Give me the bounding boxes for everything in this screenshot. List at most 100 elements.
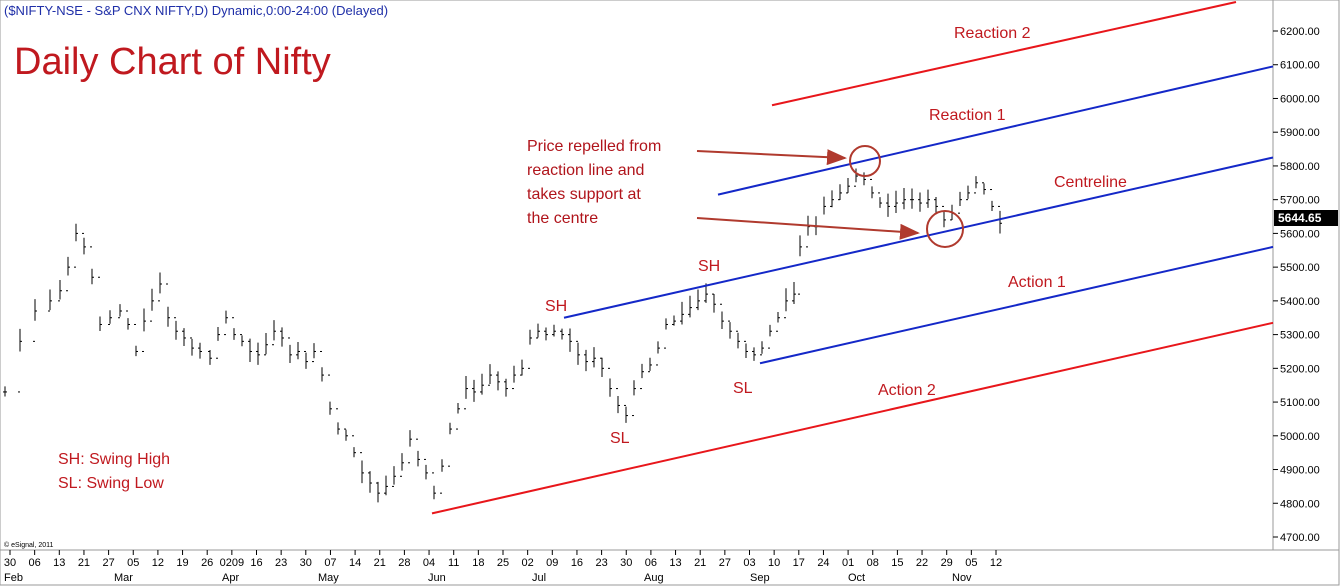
legend-swing-low: SL: Swing Low <box>58 475 164 492</box>
arrow-to-reaction-touch <box>696 149 847 166</box>
x-tick-label: 05 <box>127 557 139 569</box>
month-label: Aug <box>644 572 664 584</box>
x-tick-label: 21 <box>78 557 90 569</box>
x-tick-label: 07 <box>324 557 336 569</box>
y-tick-label: 4900.00 <box>1280 465 1320 477</box>
x-tick-label: 18 <box>472 557 484 569</box>
y-tick-label: 5000.00 <box>1280 431 1320 443</box>
note-line-3: takes support at <box>527 186 641 203</box>
highlight-circle-reaction <box>849 145 881 177</box>
x-tick-label: 04 <box>423 557 435 569</box>
x-tick-label: 16 <box>571 557 583 569</box>
y-tick-label: 5600.00 <box>1280 228 1320 240</box>
label-sl-2: SL <box>733 380 753 397</box>
highlight-circle-centre <box>926 210 964 248</box>
x-tick-label: 25 <box>497 557 509 569</box>
x-tick-label: 06 <box>645 557 657 569</box>
y-tick-label: 5500.00 <box>1280 262 1320 274</box>
x-tick-label: 28 <box>398 557 410 569</box>
last-price-tag <box>1274 210 1338 226</box>
date-axis: 30 06 13 21 27 05 12 19 26 0209 16 23 30 07 14 21 28 04 11… <box>4 550 1002 584</box>
label-action-1: Action 1 <box>1008 274 1066 291</box>
month-label: Mar <box>114 572 133 584</box>
y-tick-label: 5100.00 <box>1280 397 1320 409</box>
month-label: Jun <box>428 572 446 584</box>
x-tick-label: 12 <box>990 557 1002 569</box>
y-tick-label: 5800.00 <box>1280 161 1320 173</box>
x-tick-label: 13 <box>53 557 65 569</box>
x-tick-label: 29 <box>941 557 953 569</box>
x-tick-label: 19 <box>176 557 188 569</box>
x-tick-label: 27 <box>102 557 114 569</box>
x-tick-label: 30 <box>300 557 312 569</box>
month-label: Jul <box>532 572 546 584</box>
x-tick-label: 27 <box>719 557 731 569</box>
y-tick-label: 6200.00 <box>1280 26 1320 38</box>
x-tick-label: 14 <box>349 557 361 569</box>
x-tick-label: 06 <box>29 557 41 569</box>
y-tick-label: 4800.00 <box>1280 498 1320 510</box>
month-label: Feb <box>4 572 23 584</box>
price-axis-panel <box>1272 0 1340 551</box>
label-reaction-2: Reaction 2 <box>954 25 1031 42</box>
copyright: © eSignal, 2011 <box>4 541 54 549</box>
y-tick-label: 6000.00 <box>1280 93 1320 105</box>
trend-line-reaction-1 <box>717 65 1274 196</box>
label-action-2: Action 2 <box>878 382 936 399</box>
symbol-header: ($NIFTY-NSE - S&P CNX NIFTY,D) Dynamic,0… <box>4 3 388 18</box>
arrow-to-centre-support <box>696 217 920 240</box>
price-bars <box>3 168 1002 503</box>
x-tick-label: 30 <box>4 557 16 569</box>
chart-title: Daily Chart of Nifty <box>14 41 331 83</box>
x-tick-label: 02 <box>522 557 534 569</box>
month-label: May <box>318 572 339 584</box>
price-axis: 4700.00 4800.00 4900.00 5000.00 5100.00 5200.… <box>1273 26 1320 544</box>
x-tick-label: 22 <box>916 557 928 569</box>
x-tick-label: 30 <box>620 557 632 569</box>
label-sl-1: SL <box>610 430 630 447</box>
x-tick-label: 23 <box>595 557 607 569</box>
x-tick-label: 09 <box>546 557 558 569</box>
month-label: Nov <box>952 572 972 584</box>
trend-lines <box>431 1 1274 515</box>
y-tick-label: 5200.00 <box>1280 363 1320 375</box>
x-tick-label: 15 <box>891 557 903 569</box>
date-axis-panel <box>0 549 1340 586</box>
x-tick-label: 05 <box>965 557 977 569</box>
y-tick-label: 4700.00 <box>1280 532 1320 544</box>
x-tick-label: 12 <box>152 557 164 569</box>
label-sh-2: SH <box>698 258 720 275</box>
x-tick-label: 21 <box>694 557 706 569</box>
month-label: Sep <box>750 572 770 584</box>
note-line-2: reaction line and <box>527 162 644 179</box>
x-tick-label: 0209 <box>220 557 244 569</box>
x-tick-label: 21 <box>374 557 386 569</box>
x-tick-label: 17 <box>793 557 805 569</box>
trend-line-reaction-2 <box>771 1 1237 107</box>
x-tick-label: 16 <box>250 557 262 569</box>
x-tick-label: 11 <box>448 557 459 569</box>
label-reaction-1: Reaction 1 <box>929 107 1006 124</box>
note-line-4: the centre <box>527 210 598 227</box>
month-label: Oct <box>848 572 865 584</box>
x-tick-label: 08 <box>867 557 879 569</box>
label-centreline: Centreline <box>1054 174 1127 191</box>
trend-line-action-1 <box>759 245 1274 365</box>
plot-area <box>0 0 1274 551</box>
y-tick-label: 5400.00 <box>1280 296 1320 308</box>
last-price-value: 5644.65 <box>1278 211 1322 225</box>
label-sh-1: SH <box>545 298 567 315</box>
x-tick-label: 10 <box>768 557 780 569</box>
month-label: Apr <box>222 572 239 584</box>
note-line-1: Price repelled from <box>527 138 661 155</box>
y-tick-label: 5300.00 <box>1280 330 1320 342</box>
legend-swing-high: SH: Swing High <box>58 451 170 468</box>
x-tick-label: 24 <box>817 557 829 569</box>
x-tick-label: 26 <box>201 557 213 569</box>
x-tick-label: 03 <box>743 557 755 569</box>
x-tick-label: 01 <box>842 557 854 569</box>
y-tick-label: 6100.00 <box>1280 60 1320 72</box>
trend-line-action-2 <box>431 321 1274 515</box>
y-tick-label: 5900.00 <box>1280 127 1320 139</box>
